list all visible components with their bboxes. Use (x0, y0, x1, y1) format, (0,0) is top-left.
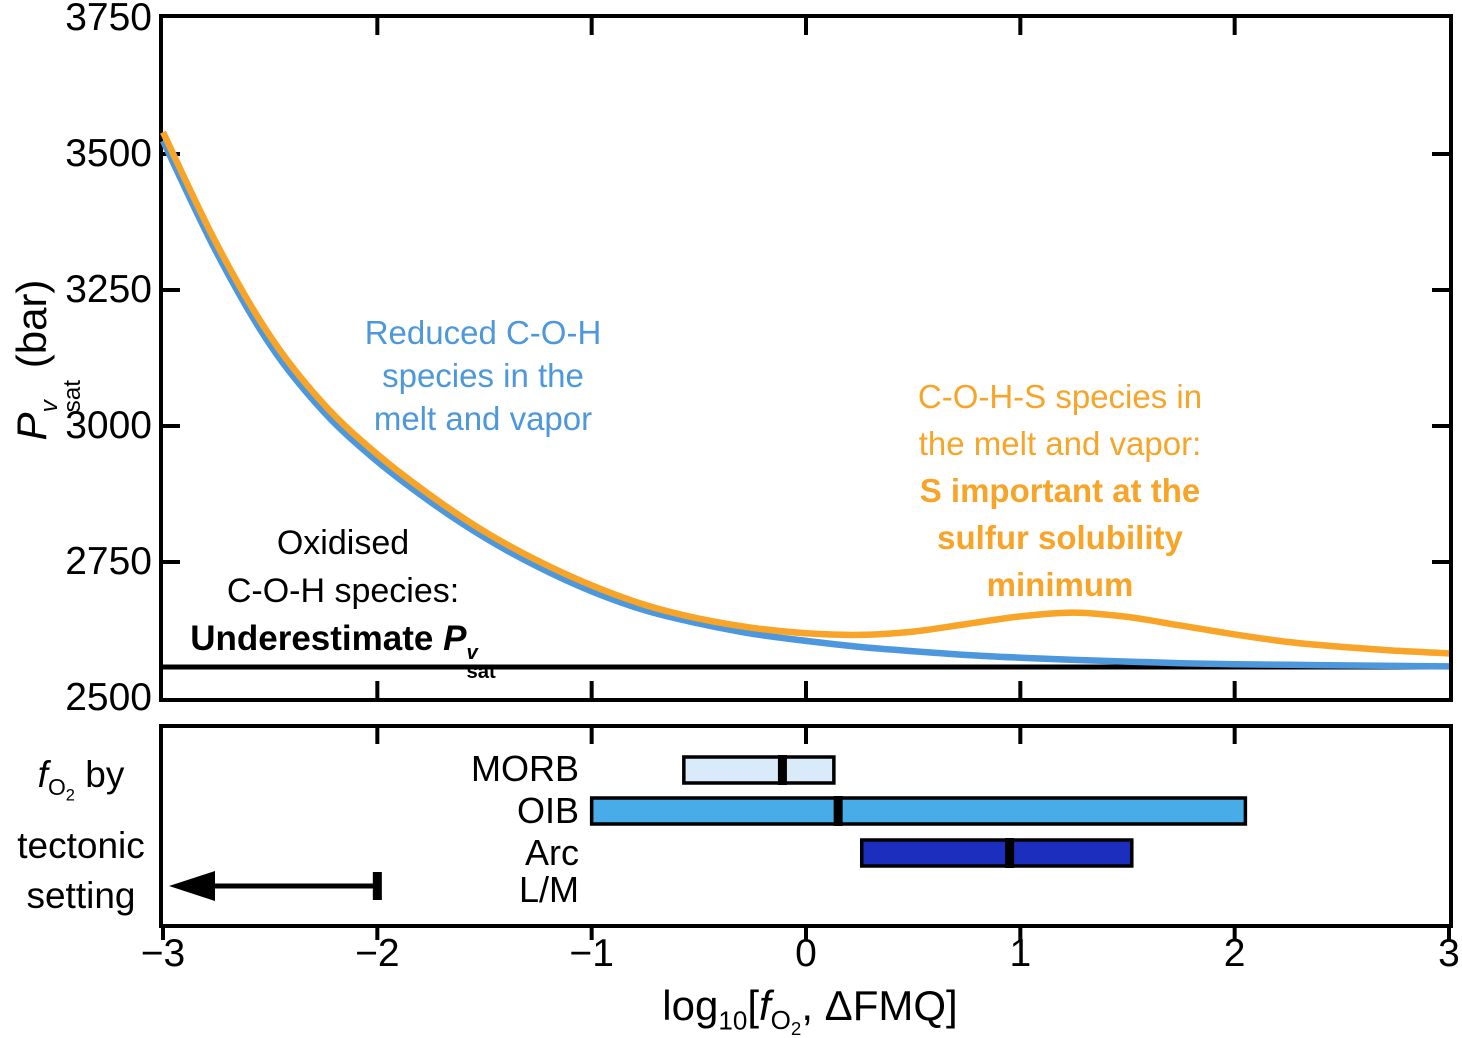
annotation-line: Oxidised (276, 524, 410, 562)
tectonic-panel-svg (161, 728, 1451, 940)
annotation-line: C-O-H-S species in (917, 378, 1203, 415)
reduced-coh-annotation: Reduced C-O-H species in the melt and va… (283, 311, 683, 440)
lm-arrow-endcap (372, 872, 382, 900)
annotation-line: the melt and vapor: (918, 425, 1202, 462)
annotation-line: Reduced C-O-H (364, 314, 602, 351)
arc-range-bar (859, 838, 1134, 868)
annotation-line: C-O-H species: (226, 572, 460, 610)
oib-median-marker (833, 796, 843, 826)
x-tick-label: −1 (569, 932, 614, 975)
x-tick-label: −2 (355, 932, 400, 975)
y-tick-label: 3750 (65, 0, 152, 39)
tectonic-panel: MORB OIB Arc L/M (159, 724, 1453, 940)
y-tick-label: 3500 (65, 132, 152, 175)
orange-curve (160, 130, 1450, 657)
x-tick-label: 2 (1223, 932, 1246, 975)
morb-median-marker (777, 755, 787, 785)
cohs-annotation: C-O-H-S species in the melt and vapor: S… (820, 373, 1300, 608)
fo2-setting-label: fO2 by tectonic setting (0, 750, 162, 921)
fo2-label-line1: fO2 by (37, 754, 125, 805)
x-tick-label: 3 (1438, 932, 1460, 975)
fo2-label-line3: setting (26, 874, 136, 916)
main-plot: Reduced C-O-H species in the melt and va… (159, 14, 1453, 702)
y-tick-label: 2500 (65, 676, 152, 719)
x-axis-title: log10[fO2, ΔFMQ] (662, 982, 958, 1038)
x-tick-label: 0 (795, 932, 817, 975)
annotation-line: S important at the (919, 472, 1201, 509)
row-label-morb: MORB (471, 748, 579, 789)
blue-curve (160, 139, 1450, 670)
y-tick-label: 3250 (65, 268, 152, 311)
x-tick-label: 1 (1009, 932, 1032, 975)
fo2-label-line2: tectonic (17, 824, 145, 866)
lm-arrow-head (169, 871, 215, 901)
x-tick-label: −3 (140, 932, 186, 975)
row-label-oib: OIB (516, 790, 579, 831)
oib-range-bar (589, 796, 1248, 826)
row-label-lm: L/M (518, 869, 579, 910)
main-plot-svg (160, 18, 1450, 698)
arc-median-marker (1005, 838, 1015, 868)
annotation-line: minimum (986, 566, 1134, 603)
y-tick-label: 3000 (65, 404, 152, 447)
annotation-line: species in the (382, 357, 584, 394)
morb-range-bar (682, 755, 836, 785)
annotation-line: sulfur solubility (937, 519, 1183, 556)
annotation-line: melt and vapor (373, 400, 593, 437)
y-tick-label: 2750 (65, 540, 152, 583)
row-label-arc: Arc (525, 832, 579, 873)
